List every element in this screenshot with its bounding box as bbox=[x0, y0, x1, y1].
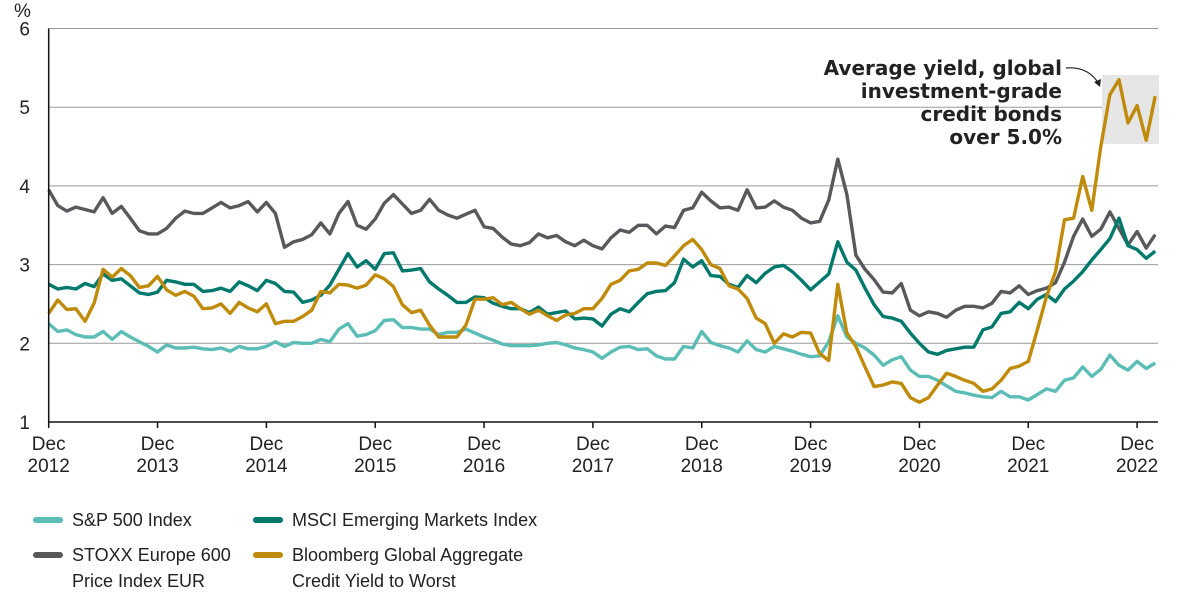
annotation-line-2: investment-grade bbox=[861, 79, 1062, 103]
legend-swatch bbox=[33, 552, 63, 558]
annotation-arrow-icon bbox=[1065, 67, 1100, 85]
x-tick-label-year: 2018 bbox=[681, 456, 723, 477]
y-tick-label: 4 bbox=[19, 177, 30, 198]
legend-item-sp500: S&P 500 Index bbox=[33, 507, 253, 533]
x-tick-label-month: Dec bbox=[32, 434, 66, 455]
x-tick-label-year: 2016 bbox=[463, 456, 505, 477]
legend-swatch bbox=[253, 517, 283, 523]
x-tick-label-year: 2013 bbox=[136, 456, 178, 477]
legend-label: S&P 500 Index bbox=[72, 510, 192, 530]
legend-label: MSCI Emerging Markets Index bbox=[292, 510, 538, 530]
annotation-line-3: credit bonds bbox=[921, 102, 1063, 126]
series-line-bloomberg-credit bbox=[47, 78, 1157, 404]
x-tick-label-year: 2017 bbox=[572, 456, 614, 477]
legend-item-stoxx600: STOXX Europe 600 Price Index EUR bbox=[33, 542, 253, 594]
x-tick-label-month: Dec bbox=[358, 434, 392, 455]
annotation: Average yield, global investment-grade c… bbox=[824, 56, 1101, 149]
x-tick-label-year: 2020 bbox=[898, 456, 940, 477]
x-tick-label-month: Dec bbox=[1011, 434, 1045, 455]
x-tick-label-year: 2019 bbox=[789, 456, 831, 477]
series-line-sp500 bbox=[47, 314, 1157, 402]
x-tick-label-month: Dec bbox=[685, 434, 719, 455]
series-line-stoxx600 bbox=[47, 157, 1157, 319]
legend-label: Bloomberg Global Aggregate Credit Yield … bbox=[292, 545, 524, 591]
annotation-arrowhead-icon bbox=[1094, 79, 1101, 87]
x-tick-label-month: Dec bbox=[576, 434, 610, 455]
y-tick-label: 1 bbox=[19, 413, 30, 434]
gridlines bbox=[48, 28, 1158, 344]
y-tick-label: 2 bbox=[19, 334, 30, 355]
legend-label: STOXX Europe 600 Price Index EUR bbox=[72, 545, 231, 591]
legend-item-msci-em: MSCI Emerging Markets Index bbox=[253, 507, 653, 533]
annotation-line-1: Average yield, global bbox=[824, 56, 1062, 80]
x-tick-label-year: 2014 bbox=[245, 456, 288, 477]
x-tick-label-month: Dec bbox=[141, 434, 175, 455]
x-tick-label-year: 2022 bbox=[1116, 456, 1158, 477]
y-tick-label: 5 bbox=[19, 98, 30, 119]
x-tick-label-year: 2012 bbox=[28, 456, 70, 477]
annotation-highlight-box bbox=[1102, 75, 1159, 144]
legend-swatch bbox=[253, 552, 283, 558]
x-tick-label-month: Dec bbox=[467, 434, 501, 455]
y-axis-unit: % bbox=[14, 1, 31, 22]
axes: 123456Dec2012Dec2013Dec2014Dec2015Dec201… bbox=[19, 20, 1158, 478]
legend-swatch bbox=[33, 517, 63, 523]
x-tick-label-month: Dec bbox=[903, 434, 937, 455]
series-line-msci-em bbox=[47, 216, 1157, 356]
x-tick-label-month: Dec bbox=[1120, 434, 1154, 455]
legend-item-bloomberg-credit: Bloomberg Global Aggregate Credit Yield … bbox=[253, 542, 653, 594]
x-tick-label-month: Dec bbox=[249, 434, 283, 455]
x-tick-label-month: Dec bbox=[794, 434, 828, 455]
annotation-line-4: over 5.0% bbox=[949, 125, 1062, 149]
y-tick-label: 3 bbox=[19, 256, 30, 277]
x-tick-label-year: 2021 bbox=[1007, 456, 1049, 477]
series-lines bbox=[47, 78, 1157, 404]
y-tick-label: 6 bbox=[19, 20, 30, 41]
x-tick-label-year: 2015 bbox=[354, 456, 396, 477]
